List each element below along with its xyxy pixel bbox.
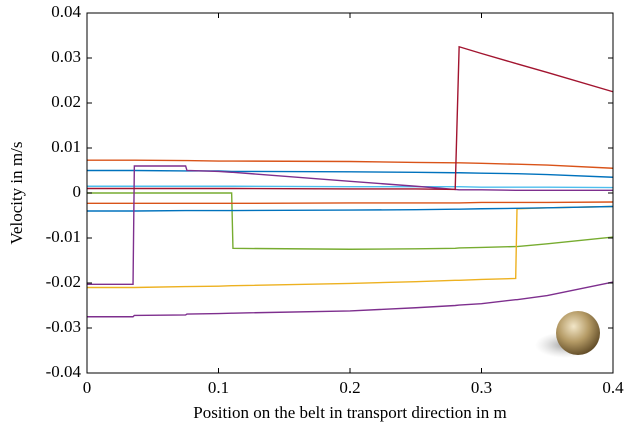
data-line [87,165,613,286]
data-line [87,45,614,191]
data-line [87,205,614,212]
data-line [87,185,614,189]
y-tick-label: 0.02 [51,92,81,111]
y-tick-label: -0.01 [46,227,81,246]
data-line [87,281,614,318]
data-line [87,169,614,178]
y-tick-label: -0.03 [46,317,81,336]
x-tick-label: 0.3 [471,378,492,397]
y-tick-label: 0 [73,182,82,201]
x-tick-label: 0.4 [602,378,624,397]
data-line [87,159,614,169]
x-tick-label: 0 [83,378,92,397]
x-tick-label: 0.2 [339,378,360,397]
x-tick-label: 0.1 [208,378,229,397]
y-tick-label: -0.04 [46,362,82,381]
y-tick-label: 0.01 [51,137,81,156]
y-tick-label: 0.03 [51,47,81,66]
x-axis-label: Position on the belt in transport direct… [193,403,507,422]
data-line [87,201,614,205]
data-line [87,205,614,289]
y-tick-label: -0.02 [46,272,81,291]
ball-icon [556,311,600,355]
y-tick-label: 0.04 [51,2,81,21]
data-line [87,192,614,250]
y-axis-label: Velocity in m/s [7,142,26,245]
